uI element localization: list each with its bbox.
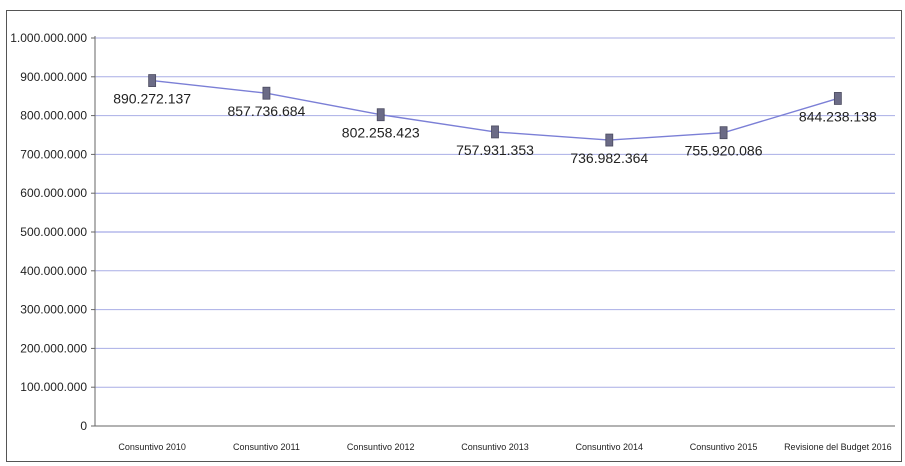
series-line [148,74,842,147]
y-tick-label: 400.000.000 [20,264,87,278]
gridlines [95,37,895,388]
x-tick-label: Consuntivo 2012 [347,442,415,452]
y-tick-label: 200.000.000 [20,341,87,355]
y-tick-label: 0 [80,419,87,433]
chart-frame: 0 100.000.000 200.000.000 300.000.000 400.00… [6,10,902,462]
data-point-marker [376,108,385,122]
data-point-marker [719,126,728,140]
y-tick-label: 900.000.000 [20,70,87,84]
x-tick-label: Consuntivo 2015 [690,442,758,452]
data-point-marker [148,74,157,87]
data-label: 857.736.684 [227,103,305,119]
x-tick-label: Consuntivo 2011 [233,442,300,452]
x-tick-label: Revisione del Budget 2016 [784,442,892,452]
y-tick-label: 500.000.000 [20,225,87,239]
y-tick-label: 1.000.000.000 [10,31,87,45]
data-point-marker [833,92,842,105]
x-tick-label: Consuntivo 2010 [118,442,186,452]
y-tick-label: 600.000.000 [20,186,87,200]
data-label: 890.272.137 [113,91,191,107]
y-tick-label: 300.000.000 [20,303,87,317]
data-label: 757.931.353 [456,142,534,158]
x-axis: Consuntivo 2010 Consuntivo 2011 Consuntivo… [95,425,895,452]
y-axis: 0 100.000.000 200.000.000 300.000.000 400.00… [10,31,96,433]
x-tick-label: Consuntivo 2014 [576,442,644,452]
data-label: 802.258.423 [342,125,420,141]
y-tick-label: 800.000.000 [20,109,87,123]
data-label: 844.238.138 [799,108,877,124]
data-point-marker [262,86,271,100]
data-label: 755.920.086 [685,143,763,159]
data-point-marker [491,125,499,139]
x-tick-label: Consuntivo 2013 [461,442,529,452]
data-labels: 890.272.137 857.736.684 802.258.423 757.931… [113,91,877,166]
y-tick-label: 700.000.000 [20,147,87,161]
line-chart: 0 100.000.000 200.000.000 300.000.000 400.00… [10,31,895,452]
y-tick-label: 100.000.000 [20,380,87,394]
data-label: 736.982.364 [570,150,648,166]
data-point-marker [605,133,614,147]
